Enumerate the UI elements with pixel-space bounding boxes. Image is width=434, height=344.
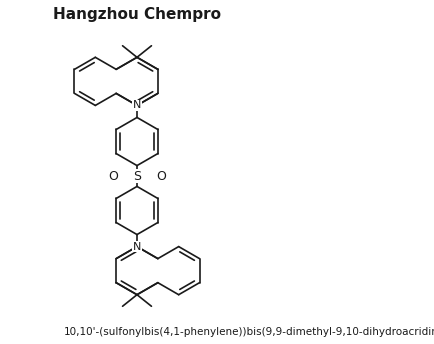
Text: O: O bbox=[156, 170, 166, 183]
Text: S: S bbox=[133, 170, 141, 183]
Text: O: O bbox=[108, 170, 118, 183]
Text: Hangzhou Chempro: Hangzhou Chempro bbox=[53, 7, 221, 22]
Text: N: N bbox=[133, 100, 141, 110]
Text: N: N bbox=[133, 241, 141, 251]
Text: 10,10'-(sulfonylbis(4,1-phenylene))bis(9,9-dimethyl-9,10-dihydroacridine): 10,10'-(sulfonylbis(4,1-phenylene))bis(9… bbox=[64, 327, 434, 337]
